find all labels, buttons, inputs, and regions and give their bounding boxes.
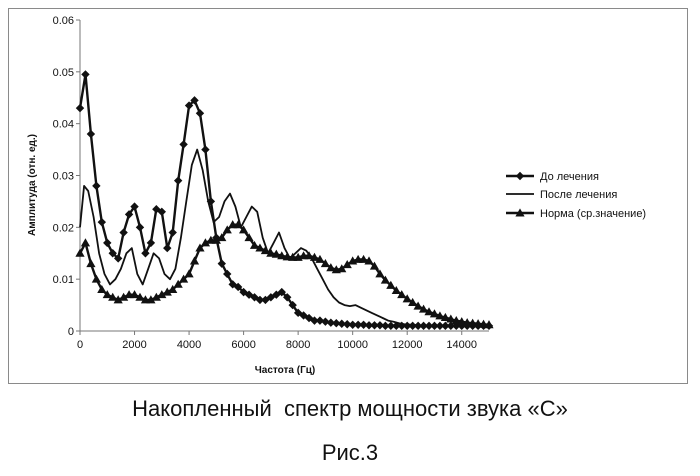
data-point-1: [141, 249, 149, 257]
data-point-1: [76, 104, 84, 112]
legend-marker: [516, 172, 524, 180]
data-point-1: [81, 70, 89, 78]
data-point-3: [75, 249, 84, 257]
legend-label: Норма (ср.значение): [540, 208, 646, 220]
y-tick-label: 0: [68, 326, 74, 338]
y-tick-label: 0.04: [53, 119, 74, 131]
series-layer: [75, 70, 493, 330]
data-point-1: [87, 130, 95, 138]
data-point-3: [86, 259, 95, 267]
data-point-3: [190, 256, 199, 264]
data-point-1: [218, 259, 226, 267]
chart-plot: 0 0.01 0.02 0.03 0.04 0.05 0.06 0 2000 4000 6000 80…: [9, 9, 687, 383]
x-tick-label: 10000: [337, 339, 368, 351]
x-tick-label: 6000: [231, 339, 255, 351]
legend-item-2: После лечения: [506, 189, 617, 201]
data-point-1: [163, 244, 171, 252]
data-point-1: [169, 228, 177, 236]
figure-number: Рис.3: [0, 440, 700, 466]
x-tick-label: 2000: [122, 339, 146, 351]
legend-label: После лечения: [540, 189, 617, 201]
legend-label: До лечения: [540, 171, 599, 183]
y-tick-label: 0.03: [53, 171, 74, 183]
data-point-1: [136, 223, 144, 231]
legend-item-3: Норма (ср.значение): [506, 208, 646, 220]
data-point-1: [147, 239, 155, 247]
x-tick-label: 12000: [392, 339, 423, 351]
y-axis-title: Амплитуда (отн. ед.): [27, 134, 38, 236]
figure-caption: Накопленный спектр мощности звука «С»: [0, 396, 700, 422]
data-point-1: [92, 182, 100, 190]
data-point-1: [223, 270, 231, 278]
chart-frame: 0 0.01 0.02 0.03 0.04 0.05 0.06 0 2000 4000 6000 80…: [8, 8, 688, 384]
data-point-3: [92, 275, 101, 283]
data-point-1: [98, 218, 106, 226]
data-point-3: [184, 269, 193, 277]
legend: До лечения После лечения Норма (ср.значени…: [506, 171, 646, 220]
x-axis-title: Частота (Гц): [255, 365, 316, 376]
data-point-1: [201, 145, 209, 153]
data-point-1: [174, 176, 182, 184]
y-tick-label: 0.05: [53, 67, 74, 79]
x-tick-label: 4000: [177, 339, 201, 351]
x-tick-label: 8000: [286, 339, 310, 351]
data-point-1: [196, 109, 204, 117]
y-tick-label: 0.06: [53, 15, 74, 27]
data-point-3: [97, 285, 106, 293]
x-tick-label: 14000: [446, 339, 477, 351]
data-point-3: [81, 238, 90, 246]
data-point-1: [119, 228, 127, 236]
legend-item-1: До лечения: [506, 171, 599, 183]
y-tick-label: 0.02: [53, 222, 74, 234]
y-tick-label: 0.01: [53, 274, 74, 286]
series-line-1: [80, 74, 489, 325]
data-point-1: [103, 239, 111, 247]
data-point-1: [179, 140, 187, 148]
x-tick-label: 0: [77, 339, 83, 351]
series-1: [76, 70, 493, 330]
